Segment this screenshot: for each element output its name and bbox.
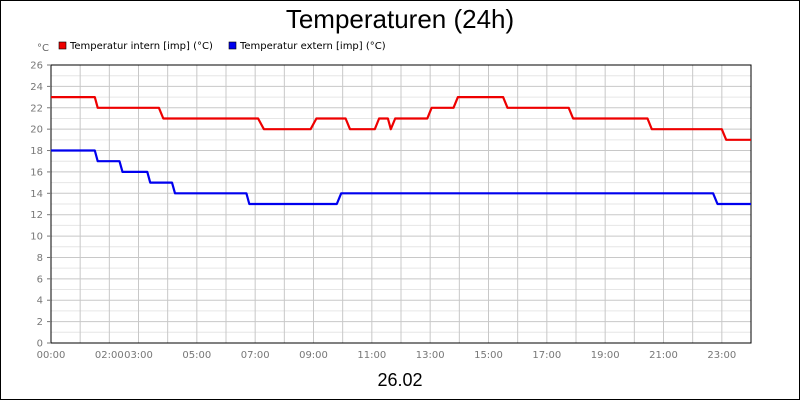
chart-title: Temperaturen (24h) — [286, 4, 514, 34]
y-axis-unit: °C — [37, 43, 49, 54]
legend-swatch-0 — [58, 41, 67, 50]
y-tick-label: 8 — [37, 253, 43, 264]
y-tick-label: 20 — [30, 125, 43, 136]
x-tick-label: 00:00 — [37, 350, 66, 361]
y-tick-label: 0 — [37, 339, 43, 350]
x-tick-label: 05:00 — [182, 350, 211, 361]
legend: Temperatur intern [imp] (°C) Temperatur e… — [58, 41, 386, 52]
x-tick-label: 03:00 — [124, 350, 153, 361]
legend-label-0: Temperatur intern [imp] (°C) — [69, 41, 213, 52]
y-tick-label: 10 — [30, 232, 43, 243]
y-tick-label: 26 — [30, 61, 43, 72]
grid — [50, 64, 752, 344]
y-tick-label: 24 — [30, 82, 43, 93]
x-tick-label: 09:00 — [299, 350, 328, 361]
y-tick-label: 18 — [30, 146, 43, 157]
y-tick-label: 14 — [30, 189, 43, 200]
legend-swatch-1 — [228, 41, 237, 50]
x-tick-label: 15:00 — [474, 350, 503, 361]
x-tick-label: 02:00 — [95, 350, 124, 361]
y-tick-label: 12 — [30, 210, 43, 221]
series-line-1 — [51, 149, 751, 206]
x-tick-label: 19:00 — [591, 350, 620, 361]
y-tick-label: 6 — [37, 274, 43, 285]
plot-area — [51, 95, 751, 206]
y-tick-label: 2 — [37, 317, 43, 328]
x-tick-label: 21:00 — [649, 350, 678, 361]
x-tick-label: 07:00 — [241, 350, 270, 361]
legend-label-1: Temperatur extern [imp] (°C) — [239, 41, 386, 52]
series-line-0 — [51, 95, 751, 141]
date-label: 26.02 — [377, 370, 422, 390]
y-tick-label: 16 — [30, 167, 43, 178]
x-tick-labels: 00:00 02:00 03:00 05:00 07:00 09:00 11:00 13:00… — [37, 350, 737, 361]
x-tick-label: 11:00 — [357, 350, 386, 361]
y-tick-label: 22 — [30, 103, 43, 114]
x-tick-label: 23:00 — [707, 350, 736, 361]
y-tick-label: 4 — [37, 296, 43, 307]
x-tick-label: 17:00 — [532, 350, 561, 361]
x-tick-label: 13:00 — [416, 350, 445, 361]
